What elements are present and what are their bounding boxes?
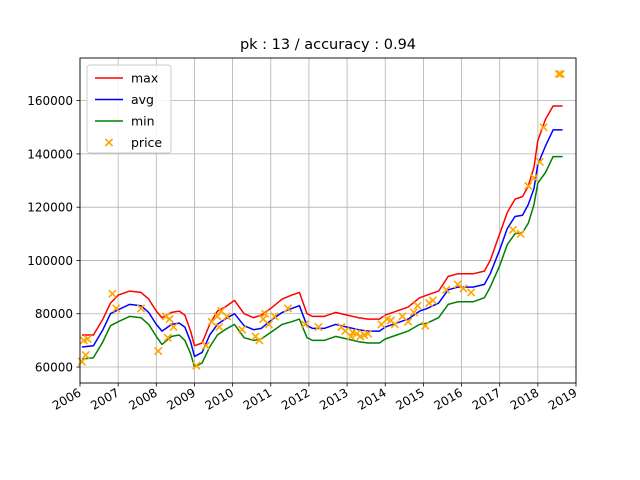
price-point [554,69,563,79]
price-point [409,308,419,317]
chart-title: pk : 13 / accuracy : 0.94 [240,37,416,53]
price-point [352,329,361,338]
price-point [453,280,462,289]
legend-label-min: min [131,114,155,129]
price-point [264,320,274,329]
price-point [466,288,476,297]
price-point [421,321,430,330]
price-point [108,289,117,298]
price-point [163,333,172,342]
legend-box [86,64,172,154]
price-point [270,312,279,321]
legend-swatch-price [104,138,114,147]
price-point [192,361,201,370]
y-tick-label: 160000 [27,94,73,108]
price-point [556,69,565,79]
price-point [213,312,222,321]
price-point [508,225,518,234]
y-tick-label: 120000 [27,201,73,215]
price-point [77,357,87,366]
price-point [529,173,539,183]
price-point [535,157,544,167]
price-point [169,322,178,332]
price-point [442,285,451,294]
price-point [524,181,533,191]
y-tick-label: 100000 [27,254,73,268]
price-point [83,334,92,344]
price-point [154,346,163,356]
price-point [300,320,310,329]
price-point [283,304,293,313]
y-tick-label: 140000 [27,147,73,161]
price-point [539,123,548,132]
price-point [390,320,399,329]
price-point [363,329,373,338]
series-line-max [81,105,563,347]
price-point [136,304,146,313]
price-point [314,322,323,332]
legend-label-avg: avg [131,92,154,107]
price-point [201,341,211,350]
series-line-min [81,155,563,368]
price-point [112,304,121,313]
price-point [255,336,264,345]
legend-label-price: price [131,135,162,150]
price-point [403,317,413,326]
y-tick-label: 80000 [35,307,73,321]
price-point [215,322,224,332]
price-point [81,350,90,360]
price-point [459,284,468,293]
price-point [161,312,171,321]
legend-label-max: max [131,71,158,86]
price-point [424,298,434,308]
legend: max avg min price [86,64,172,154]
y-tick-label: 60000 [35,361,73,375]
price-point [413,301,422,310]
price-point [165,314,174,324]
plot-frame [79,57,577,384]
price-point [222,312,232,321]
price-point [428,296,438,305]
price-point [237,325,247,334]
price-point [260,309,270,318]
series-line-avg [81,129,563,358]
price-point [516,229,525,238]
series-layer [77,69,565,370]
